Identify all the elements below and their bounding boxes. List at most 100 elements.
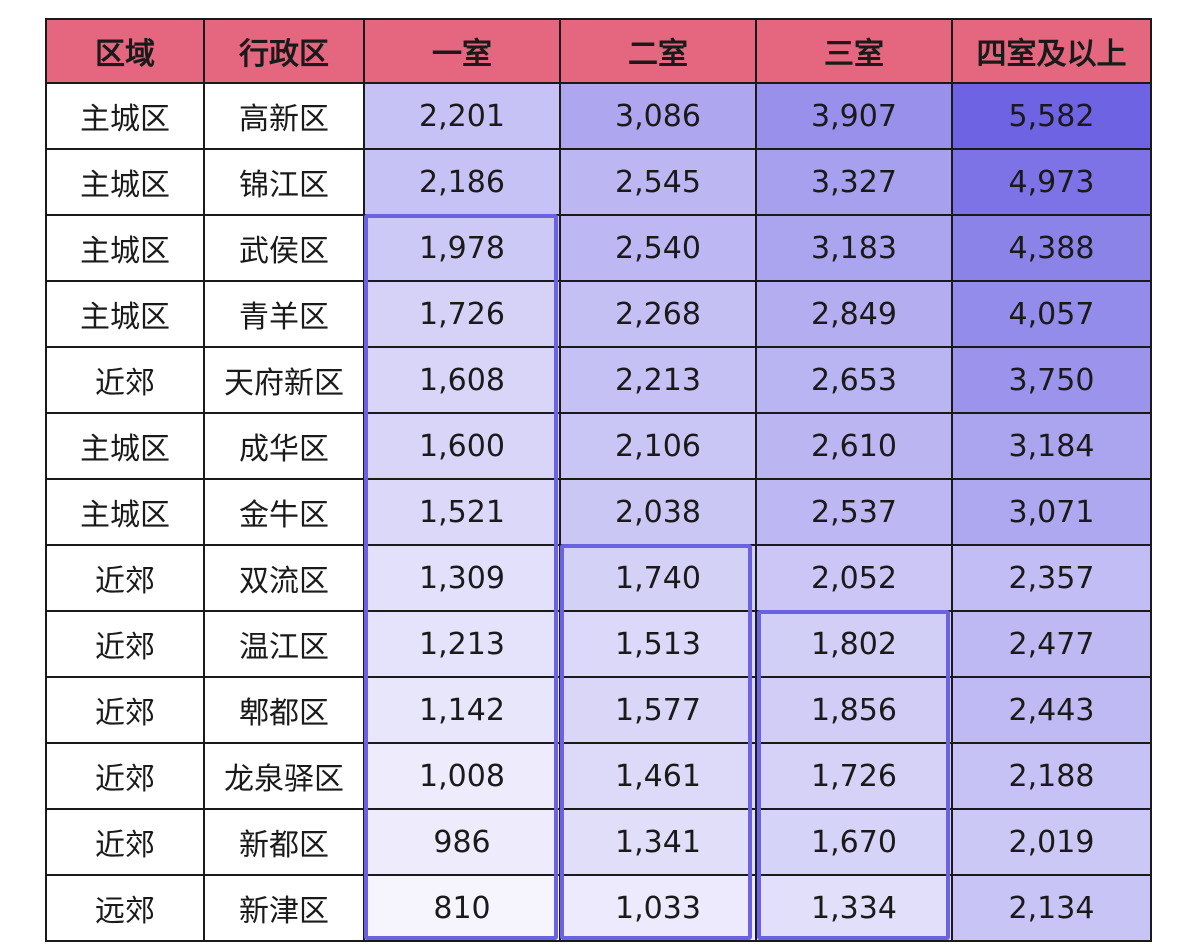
table-row: 主城区 武侯区 1,978 2,540 3,183 4,388	[45, 214, 1152, 282]
three-room-price-cell: 1,334	[755, 874, 953, 942]
four-plus-room-price-cell: 4,388	[951, 214, 1152, 282]
one-room-price-cell: 1,608	[363, 346, 561, 414]
two-room-price-cell: 3,086	[559, 82, 757, 150]
table-body: 主城区 高新区 2,201 3,086 3,907 5,582 主城区 锦江区 …	[45, 82, 1152, 942]
four-plus-room-price-cell: 3,184	[951, 412, 1152, 480]
header-three-room: 三室	[755, 18, 953, 84]
two-room-price-cell: 1,577	[559, 676, 757, 744]
district-cell: 金牛区	[203, 478, 365, 546]
table-row: 近郊 双流区 1,309 1,740 2,052 2,357	[45, 544, 1152, 612]
three-room-price-cell: 2,537	[755, 478, 953, 546]
district-cell: 双流区	[203, 544, 365, 612]
district-cell: 天府新区	[203, 346, 365, 414]
header-two-room: 二室	[559, 18, 757, 84]
four-plus-room-price-cell: 4,057	[951, 280, 1152, 348]
two-room-price-cell: 2,106	[559, 412, 757, 480]
four-plus-room-price-cell: 2,019	[951, 808, 1152, 876]
zone-cell: 主城区	[45, 478, 205, 546]
header-one-room: 一室	[363, 18, 561, 84]
zone-cell: 主城区	[45, 412, 205, 480]
table-row: 主城区 金牛区 1,521 2,038 2,537 3,071	[45, 478, 1152, 546]
zone-cell: 近郊	[45, 808, 205, 876]
two-room-price-cell: 2,268	[559, 280, 757, 348]
zone-cell: 主城区	[45, 82, 205, 150]
three-room-price-cell: 2,653	[755, 346, 953, 414]
three-room-price-cell: 1,856	[755, 676, 953, 744]
district-cell: 锦江区	[203, 148, 365, 216]
one-room-price-cell: 1,521	[363, 478, 561, 546]
two-room-price-cell: 2,213	[559, 346, 757, 414]
two-room-price-cell: 1,740	[559, 544, 757, 612]
three-room-price-cell: 3,183	[755, 214, 953, 282]
one-room-price-cell: 1,726	[363, 280, 561, 348]
one-room-price-cell: 986	[363, 808, 561, 876]
header-row: 区域 行政区 一室 二室 三室 四室及以上	[45, 18, 1152, 84]
district-cell: 武侯区	[203, 214, 365, 282]
four-plus-room-price-cell: 2,443	[951, 676, 1152, 744]
table-row: 近郊 龙泉驿区 1,008 1,461 1,726 2,188	[45, 742, 1152, 810]
one-room-price-cell: 1,978	[363, 214, 561, 282]
four-plus-room-price-cell: 2,134	[951, 874, 1152, 942]
three-room-price-cell: 1,802	[755, 610, 953, 678]
two-room-price-cell: 2,540	[559, 214, 757, 282]
four-plus-room-price-cell: 3,071	[951, 478, 1152, 546]
three-room-price-cell: 1,670	[755, 808, 953, 876]
header-zone: 区域	[45, 18, 205, 84]
table-row: 远郊 新津区 810 1,033 1,334 2,134	[45, 874, 1152, 942]
one-room-price-cell: 1,142	[363, 676, 561, 744]
three-room-price-cell: 3,907	[755, 82, 953, 150]
district-cell: 龙泉驿区	[203, 742, 365, 810]
table-row: 近郊 温江区 1,213 1,513 1,802 2,477	[45, 610, 1152, 678]
two-room-price-cell: 1,461	[559, 742, 757, 810]
table-row: 主城区 高新区 2,201 3,086 3,907 5,582	[45, 82, 1152, 150]
two-room-price-cell: 1,341	[559, 808, 757, 876]
table-row: 主城区 锦江区 2,186 2,545 3,327 4,973	[45, 148, 1152, 216]
table-row: 主城区 青羊区 1,726 2,268 2,849 4,057	[45, 280, 1152, 348]
district-cell: 温江区	[203, 610, 365, 678]
district-cell: 成华区	[203, 412, 365, 480]
price-table-container: 区域 行政区 一室 二室 三室 四室及以上 主城区 高新区 2,201 3,08…	[45, 18, 1152, 942]
zone-cell: 远郊	[45, 874, 205, 942]
four-plus-room-price-cell: 2,357	[951, 544, 1152, 612]
one-room-price-cell: 1,008	[363, 742, 561, 810]
header-four-plus-room: 四室及以上	[951, 18, 1152, 84]
one-room-price-cell: 810	[363, 874, 561, 942]
four-plus-room-price-cell: 2,477	[951, 610, 1152, 678]
district-cell: 新都区	[203, 808, 365, 876]
three-room-price-cell: 2,052	[755, 544, 953, 612]
two-room-price-cell: 1,513	[559, 610, 757, 678]
two-room-price-cell: 2,545	[559, 148, 757, 216]
header-district: 行政区	[203, 18, 365, 84]
district-cell: 郫都区	[203, 676, 365, 744]
one-room-price-cell: 1,600	[363, 412, 561, 480]
three-room-price-cell: 2,610	[755, 412, 953, 480]
zone-cell: 近郊	[45, 742, 205, 810]
table-row: 主城区 成华区 1,600 2,106 2,610 3,184	[45, 412, 1152, 480]
zone-cell: 近郊	[45, 610, 205, 678]
four-plus-room-price-cell: 5,582	[951, 82, 1152, 150]
two-room-price-cell: 1,033	[559, 874, 757, 942]
three-room-price-cell: 3,327	[755, 148, 953, 216]
zone-cell: 近郊	[45, 676, 205, 744]
three-room-price-cell: 1,726	[755, 742, 953, 810]
zone-cell: 主城区	[45, 148, 205, 216]
one-room-price-cell: 2,201	[363, 82, 561, 150]
one-room-price-cell: 2,186	[363, 148, 561, 216]
zone-cell: 近郊	[45, 544, 205, 612]
two-room-price-cell: 2,038	[559, 478, 757, 546]
table-row: 近郊 郫都区 1,142 1,577 1,856 2,443	[45, 676, 1152, 744]
four-plus-room-price-cell: 4,973	[951, 148, 1152, 216]
zone-cell: 近郊	[45, 346, 205, 414]
district-cell: 新津区	[203, 874, 365, 942]
zone-cell: 主城区	[45, 214, 205, 282]
price-heatmap-table: 区域 行政区 一室 二室 三室 四室及以上 主城区 高新区 2,201 3,08…	[45, 18, 1152, 942]
table-row: 近郊 天府新区 1,608 2,213 2,653 3,750	[45, 346, 1152, 414]
district-cell: 高新区	[203, 82, 365, 150]
one-room-price-cell: 1,213	[363, 610, 561, 678]
zone-cell: 主城区	[45, 280, 205, 348]
four-plus-room-price-cell: 3,750	[951, 346, 1152, 414]
four-plus-room-price-cell: 2,188	[951, 742, 1152, 810]
table-row: 近郊 新都区 986 1,341 1,670 2,019	[45, 808, 1152, 876]
one-room-price-cell: 1,309	[363, 544, 561, 612]
three-room-price-cell: 2,849	[755, 280, 953, 348]
